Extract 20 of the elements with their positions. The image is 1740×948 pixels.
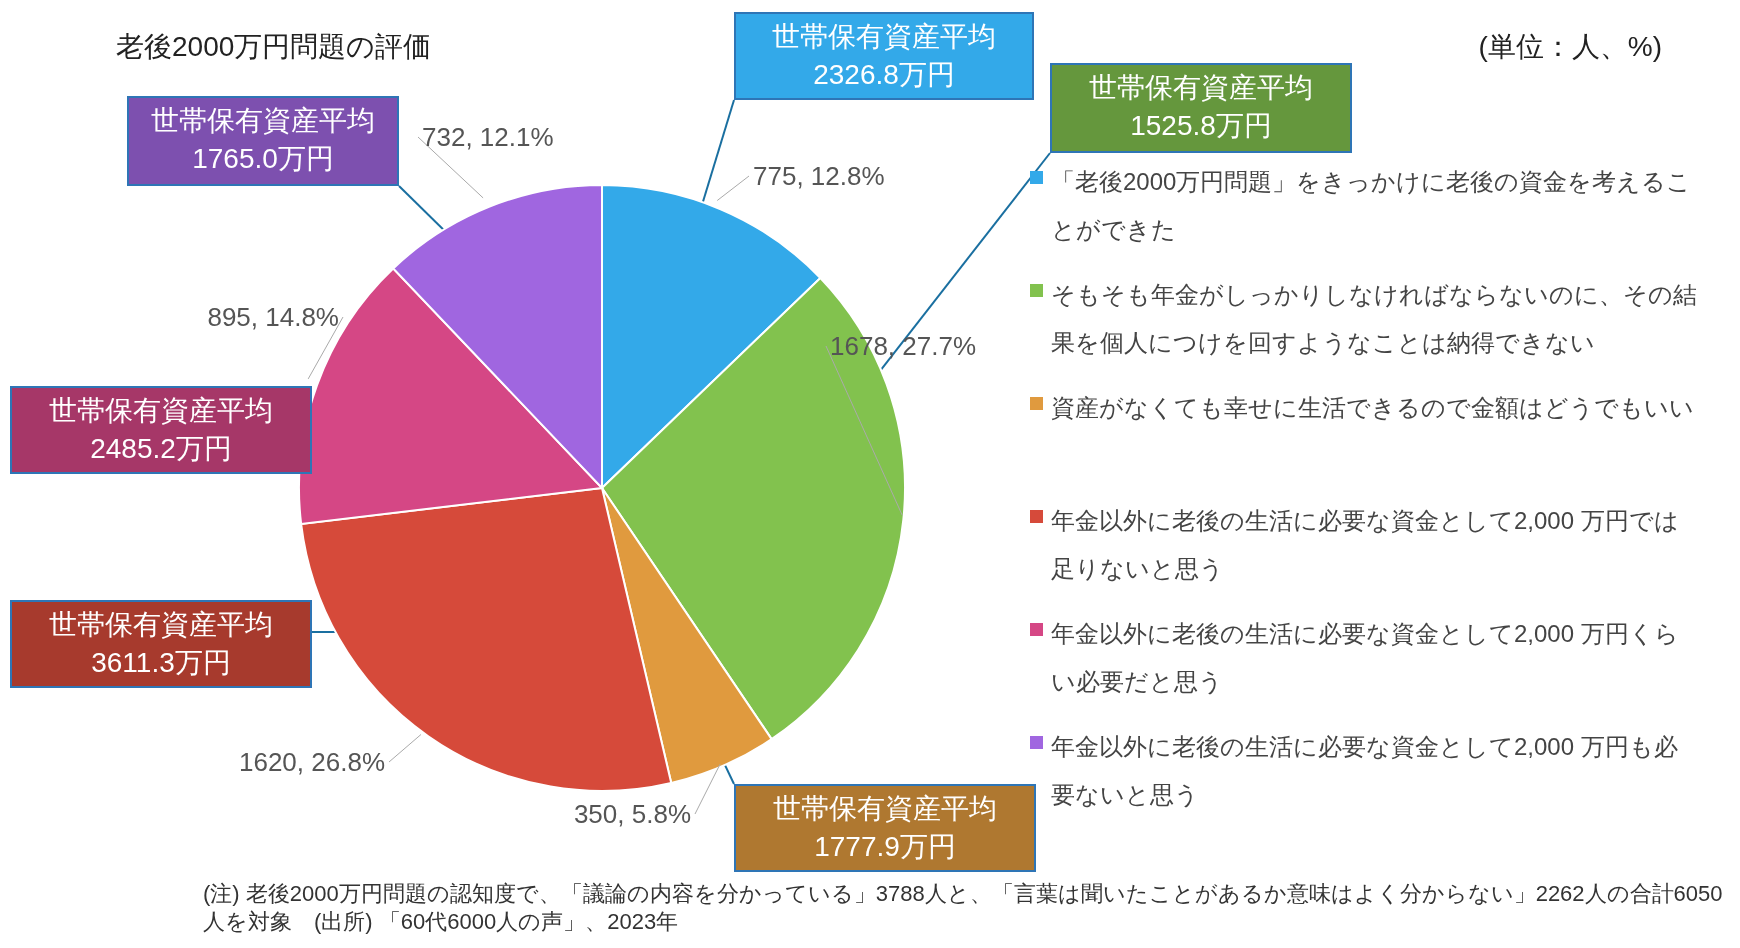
legend-label: 年金以外に老後の生活に必要な資金として2,000 万円では足りないと思う bbox=[1051, 506, 1680, 584]
text: 世帯保有資産平均 1525.8万円 bbox=[1050, 63, 1352, 153]
data-label: 895, 14.8% bbox=[207, 302, 339, 333]
data-label: 775, 12.8% bbox=[753, 161, 885, 192]
text: (注) 老後2000万円問題の認知度で、「議論の内容を分かっている」3788人と、「言葉は聞いたことがあるか意味はよく分からない」2262人の合計6050人を対象 (出所) 「60代6000人の声」、2023年 bbox=[203, 880, 1723, 936]
text: 世帯保有資産平均 1777.9万円 bbox=[734, 784, 1036, 872]
data-label: 350, 5.8% bbox=[573, 799, 691, 830]
text: 世帯保有資産平均 2326.8万円 bbox=[734, 12, 1034, 100]
data-label: 1620, 26.8% bbox=[238, 747, 385, 778]
text: (単位：人、%) bbox=[1478, 30, 1662, 64]
text: 世帯保有資産平均 1765.0万円 bbox=[127, 96, 399, 186]
chart-title: 老後2000万円問題の評価 bbox=[116, 30, 432, 64]
legend-label: 資産がなくても幸せに生活できるので金額はどうでもいい bbox=[1051, 393, 1694, 423]
legend-label: 年金以外に老後の生活に必要な資金として2,000 万円くらい必要だと思う bbox=[1051, 619, 1680, 697]
legend-label: そもそも年金がしっかりしなければならないのに、その結果を個人につけを回すようなことは納得できない bbox=[1051, 280, 1698, 358]
data-label: 732, 12.1% bbox=[422, 122, 554, 153]
legend-label: 「老後2000万円問題」をきっかけに老後の資金を考えることができた bbox=[1051, 167, 1693, 245]
text: 世帯保有資産平均 2485.2万円 bbox=[10, 386, 312, 474]
text: 世帯保有資産平均 3611.3万円 bbox=[10, 600, 312, 688]
legend-label: 年金以外に老後の生活に必要な資金として2,000 万円も必要ないと思う bbox=[1051, 732, 1679, 810]
